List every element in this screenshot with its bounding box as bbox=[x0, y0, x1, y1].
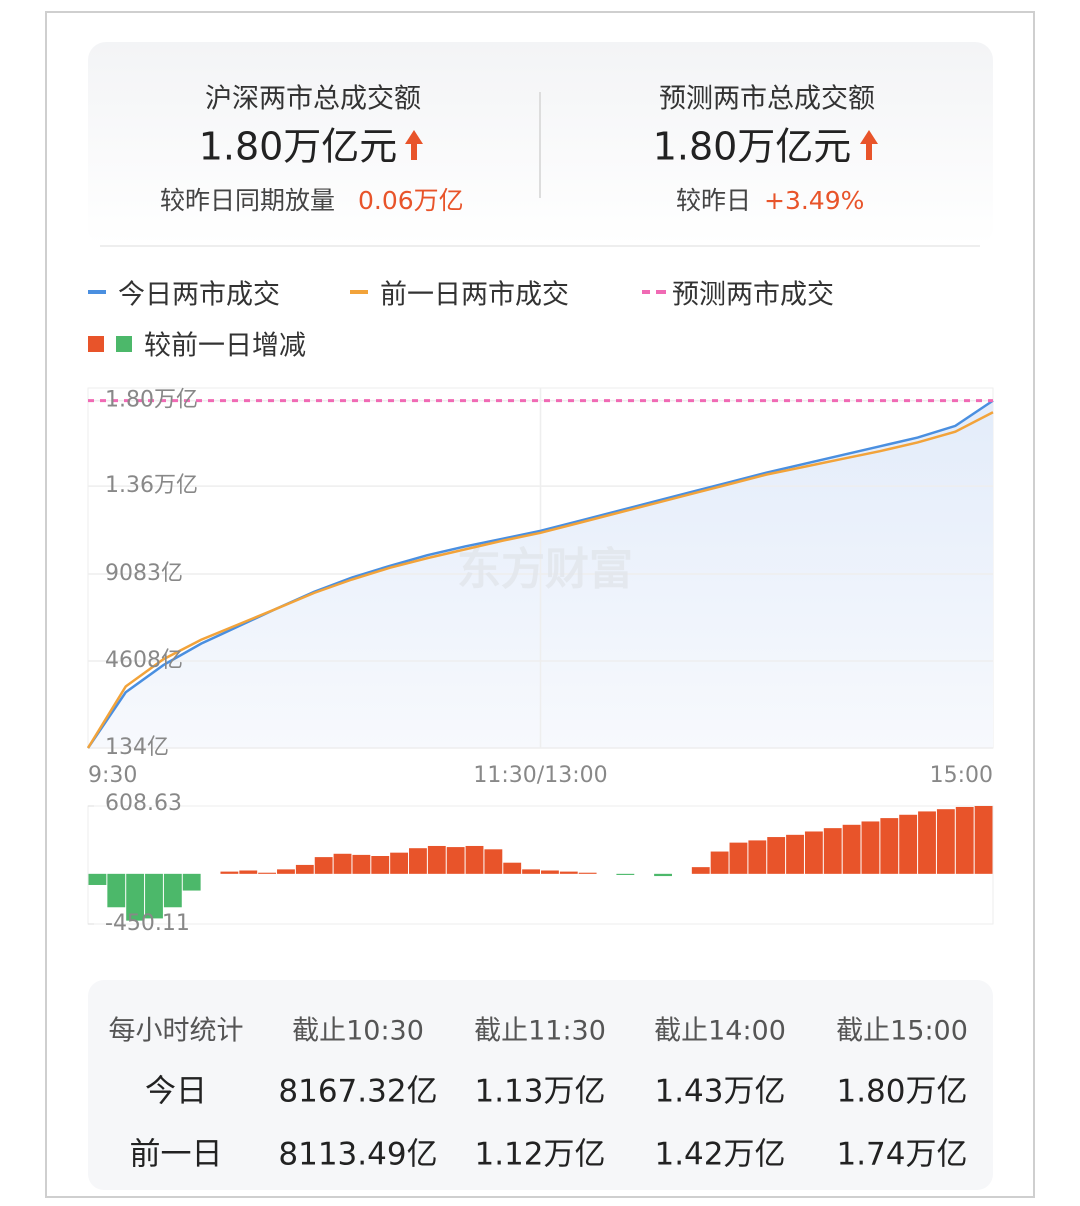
x-tick-label: 11:30/13:00 bbox=[473, 763, 607, 788]
y-tick-label: 1.36万亿 bbox=[105, 473, 198, 498]
y-tick-label: 134亿 bbox=[105, 735, 169, 760]
bar bbox=[258, 872, 277, 874]
bar bbox=[352, 854, 371, 874]
bar bbox=[861, 821, 880, 874]
table-cell: 前一日 bbox=[130, 1137, 223, 1173]
bar bbox=[541, 870, 559, 874]
legend-label: 预测两市成交 bbox=[672, 280, 834, 311]
table-header: 每小时统计 bbox=[109, 1016, 244, 1047]
y-tick-label: -450.11 bbox=[105, 911, 190, 936]
bar bbox=[974, 806, 993, 874]
bar bbox=[427, 845, 446, 874]
bar bbox=[559, 871, 578, 874]
bar bbox=[163, 873, 182, 908]
table-cell: 1.43万亿 bbox=[654, 1074, 785, 1110]
bar bbox=[390, 852, 409, 874]
table-cell: 1.74万亿 bbox=[836, 1137, 967, 1173]
bar bbox=[88, 873, 107, 885]
y-tick-label: 9083亿 bbox=[105, 561, 183, 586]
bar bbox=[899, 814, 918, 874]
bar bbox=[918, 811, 936, 874]
bar bbox=[371, 856, 390, 874]
table-header: 截止10:30 bbox=[292, 1016, 424, 1047]
bar bbox=[446, 847, 465, 874]
bar bbox=[220, 871, 239, 874]
bar bbox=[277, 869, 295, 874]
line bbox=[86, 399, 994, 749]
x-tick-label: 9:30 bbox=[88, 763, 137, 788]
bar bbox=[729, 842, 748, 874]
bar bbox=[823, 828, 842, 874]
y-tick-label: 608.63 bbox=[105, 791, 182, 816]
bar bbox=[295, 864, 314, 874]
y-tick-label: 4608亿 bbox=[105, 648, 183, 673]
table-cell: 1.80万亿 bbox=[836, 1074, 967, 1110]
bar bbox=[239, 870, 258, 874]
table-cell: 今日 bbox=[145, 1074, 207, 1110]
table: 每小时统计 截止10:30 截止11:30 截止14:00 截止15:00 今日 8167.… bbox=[109, 1016, 968, 1173]
summary-value: 1.80万亿元 bbox=[199, 125, 398, 169]
summary-title: 沪深两市总成交额 bbox=[205, 84, 421, 115]
bar bbox=[409, 848, 427, 874]
compare-value: 0.06万亿 bbox=[358, 186, 464, 215]
up-arrow bbox=[860, 130, 878, 160]
bar bbox=[748, 840, 767, 874]
bar bbox=[465, 845, 484, 874]
legend-swatch bbox=[116, 336, 132, 352]
compare-label: 较昨日 bbox=[676, 186, 751, 215]
bar bbox=[786, 834, 804, 874]
summary-title: 预测两市总成交额 bbox=[659, 84, 875, 115]
compare-label: 较昨日同期放量 bbox=[160, 186, 335, 215]
bar bbox=[936, 809, 955, 874]
table-cell: 8113.49亿 bbox=[278, 1137, 437, 1173]
bar bbox=[333, 853, 352, 874]
watermark: 东方财富 bbox=[457, 544, 633, 595]
bar bbox=[842, 824, 861, 874]
bar bbox=[522, 869, 540, 874]
table-card bbox=[88, 980, 993, 1190]
line bbox=[86, 411, 994, 749]
bar bbox=[578, 872, 597, 874]
table-header: 截止15:00 bbox=[836, 1016, 968, 1047]
table-cell: 8167.32亿 bbox=[278, 1074, 437, 1110]
bar bbox=[767, 837, 786, 874]
plot-area bbox=[87, 805, 994, 925]
bar bbox=[182, 873, 201, 891]
bar bbox=[145, 873, 163, 919]
table-cell: 1.12万亿 bbox=[474, 1137, 605, 1173]
summary-value: 1.80万亿元 bbox=[653, 125, 852, 169]
bar bbox=[126, 873, 145, 921]
compare-value: +3.49% bbox=[764, 186, 864, 215]
bar bbox=[654, 873, 672, 877]
table-cell: 1.13万亿 bbox=[474, 1074, 605, 1110]
legend-label: 较前一日增减 bbox=[144, 331, 306, 362]
table-header: 截止14:00 bbox=[654, 1016, 786, 1047]
bar bbox=[503, 862, 522, 874]
bar bbox=[710, 851, 729, 874]
table-cell: 1.42万亿 bbox=[654, 1137, 785, 1173]
charts: 9:30 11:30/13:00 15:00 东方财富 134亿 4608亿 9083亿 1.… bbox=[86, 280, 994, 936]
bar bbox=[484, 849, 503, 874]
y-tick-label: 1.80万亿 bbox=[105, 388, 198, 413]
table-header: 截止11:30 bbox=[474, 1016, 606, 1047]
x-tick-label: 15:00 bbox=[930, 763, 993, 788]
legend-swatch bbox=[88, 336, 104, 352]
bar bbox=[880, 818, 899, 874]
bar bbox=[804, 831, 823, 874]
bar bbox=[314, 857, 333, 874]
bar bbox=[955, 806, 974, 874]
bar bbox=[616, 873, 635, 875]
legend-label: 今日两市成交 bbox=[118, 280, 280, 311]
legend-label: 前一日两市成交 bbox=[380, 280, 569, 311]
bar bbox=[107, 873, 126, 908]
bar bbox=[691, 867, 710, 874]
up-arrow bbox=[405, 130, 423, 160]
